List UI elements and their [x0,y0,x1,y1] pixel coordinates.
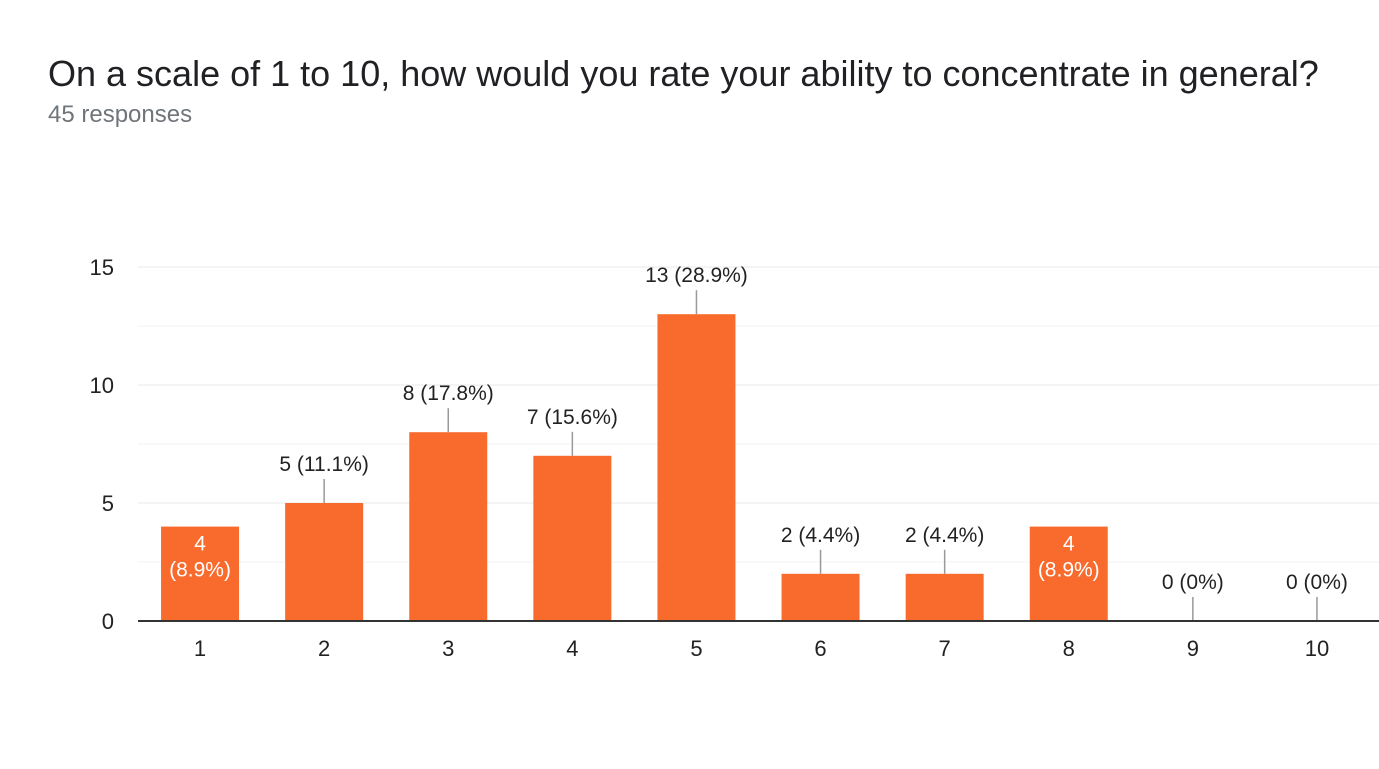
data-label-10: 0 (0%) [1286,571,1348,594]
data-label-6: 2 (4.4%) [781,524,860,547]
data-label-2: 5 (11.1%) [279,453,369,476]
data-label-value-8: 4 [1063,533,1075,556]
bar-1 [161,526,240,621]
data-label-percent-1: (8.9%) [169,559,231,582]
bar-7 [905,573,984,621]
x-tick-label-6: 6 [814,636,826,661]
data-label-value-1: 4 [194,533,206,556]
x-tick-label-1: 1 [194,636,206,661]
x-tick-label-3: 3 [442,636,454,661]
y-tick-label: 10 [90,373,114,398]
data-label-5: 13 (28.9%) [645,264,748,287]
x-tick-label-7: 7 [939,636,951,661]
x-tick-label-9: 9 [1187,636,1199,661]
bars-layer [161,314,1108,621]
x-tick-label-5: 5 [690,636,702,661]
response-count: 45 responses [48,101,193,128]
data-label-3: 8 (17.8%) [403,382,494,405]
x-tick-label-4: 4 [566,636,578,661]
bar-4 [533,455,612,621]
x-tick-label-2: 2 [318,636,330,661]
y-tick-label: 15 [90,255,114,280]
bar-6 [781,573,860,621]
x-tick-label-8: 8 [1063,636,1075,661]
bar-3 [409,432,488,621]
data-labels-layer: 4 (8.9%) 5 (11.1%) 8 (17.8%) 7 (15.6%) 13 (28… [169,264,1348,621]
bar-2 [285,503,364,621]
bar-5 [657,314,736,621]
question-header: On a scale of 1 to 10, how would you rat… [48,50,1338,130]
data-label-percent-8: (8.9%) [1038,559,1100,582]
question-title: On a scale of 1 to 10, how would you rat… [48,53,1319,94]
data-label-9: 0 (0%) [1162,571,1224,594]
y-tick-label: 5 [102,491,114,516]
y-tick-label: 0 [102,609,114,634]
data-label-4: 7 (15.6%) [527,406,618,429]
x-tick-label-10: 10 [1305,636,1329,661]
data-label-7: 2 (4.4%) [905,524,984,547]
bar-8 [1029,526,1108,621]
axis-layer: 0 5 10 15 1 2 3 4 5 6 7 8 9 10 [90,255,1379,661]
